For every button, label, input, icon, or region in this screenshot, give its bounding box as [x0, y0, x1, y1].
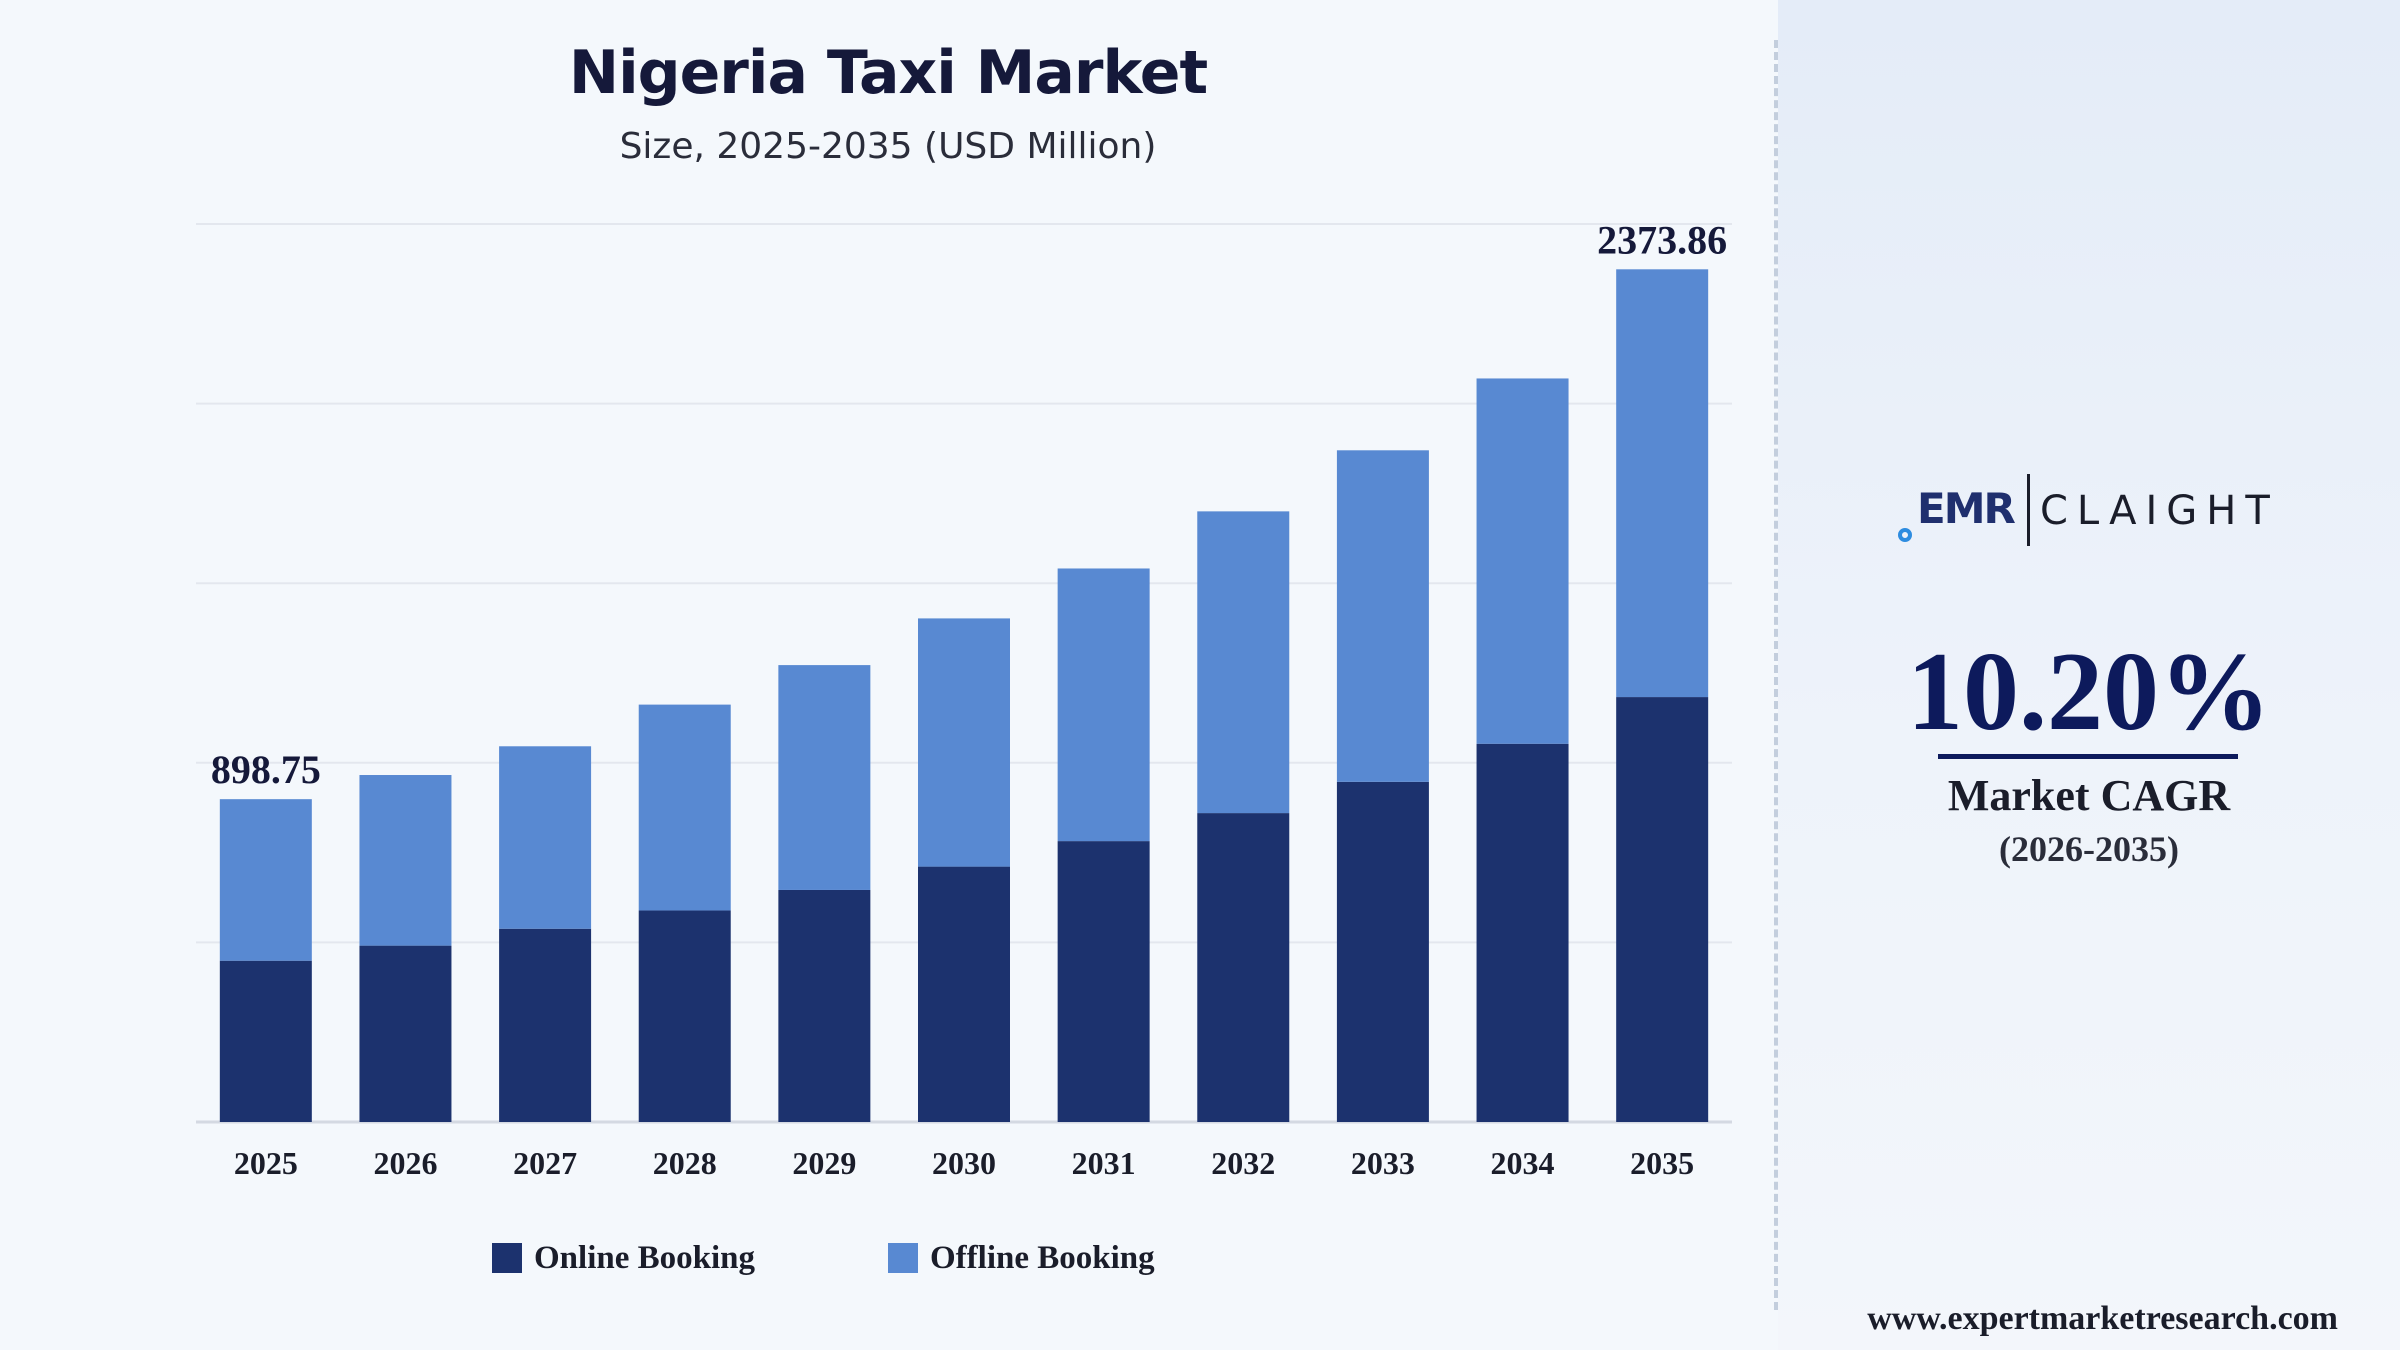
x-tick-label: 2031 — [1072, 1145, 1136, 1181]
bar-offline-2028 — [638, 704, 731, 911]
legend-item-offline-booking: Offline Booking — [888, 1238, 1155, 1278]
logo-dot-icon — [1898, 528, 1912, 542]
bar-offline-2032 — [1197, 511, 1290, 814]
data-label: 898.75 — [211, 747, 321, 792]
data-label: 2373.86 — [1597, 217, 1727, 262]
x-tick-label: 2026 — [373, 1145, 437, 1181]
legend-label-online-booking: Online Booking — [534, 1239, 755, 1276]
bar-online-2032 — [1197, 813, 1290, 1122]
legend-label-offline-booking: Offline Booking — [930, 1239, 1155, 1276]
chart-area: Nigeria Taxi Market Size, 2025-2035 (USD… — [196, 38, 1732, 1278]
x-tick-label: 2030 — [932, 1145, 996, 1181]
chart-title: Nigeria Taxi Market — [568, 38, 1208, 108]
side-panel — [1778, 0, 2400, 1350]
bar-offline-2027 — [499, 746, 592, 929]
logo-separator — [2027, 474, 2030, 546]
bar-online-2027 — [499, 928, 592, 1122]
logo-emr: EMR — [1917, 484, 2016, 533]
bar-offline-2034 — [1476, 378, 1569, 744]
bar-online-2030 — [918, 866, 1010, 1122]
bar-online-2033 — [1336, 781, 1429, 1122]
cagr-label: Market CAGR — [1947, 771, 2231, 820]
panel-divider — [1774, 40, 1778, 1310]
bar-online-2035 — [1616, 697, 1709, 1122]
x-tick-label: 2033 — [1351, 1145, 1415, 1181]
cagr-value: 10.20% — [1907, 630, 2271, 754]
cagr-underline — [1938, 754, 2238, 759]
chart-subtitle: Size, 2025-2035 (USD Million) — [619, 126, 1157, 167]
x-tick-label: 2028 — [653, 1145, 717, 1181]
x-tick-label: 2029 — [792, 1145, 856, 1181]
bar-offline-2030 — [918, 618, 1010, 867]
bar-offline-2025 — [219, 799, 312, 961]
x-tick-label: 2025 — [234, 1145, 298, 1181]
bar-online-2028 — [638, 910, 731, 1122]
x-tick-label: 2027 — [513, 1145, 577, 1181]
bar-offline-2035 — [1616, 269, 1709, 698]
legend-item-online-booking: Online Booking — [492, 1238, 755, 1278]
x-tick-label: 2034 — [1491, 1145, 1555, 1181]
bar-offline-2026 — [359, 775, 452, 946]
bar-online-2025 — [219, 960, 312, 1122]
logo-claight: CLAIGHT — [2040, 488, 2279, 534]
x-tick-label: 2035 — [1630, 1145, 1694, 1181]
bar-online-2031 — [1057, 841, 1150, 1122]
bar-online-2026 — [359, 945, 452, 1122]
bar-offline-2031 — [1057, 568, 1150, 842]
bar-chart: 2025 2026 2027 2028 2029 2030 2031 2032 2033 2034… — [196, 217, 1732, 1181]
legend-swatch-online-booking — [492, 1243, 522, 1273]
legend-swatch-offline-booking — [888, 1243, 918, 1273]
bar-online-2034 — [1476, 743, 1569, 1122]
bar-offline-2029 — [778, 665, 871, 890]
bar-offline-2033 — [1336, 450, 1429, 782]
bar-online-2029 — [778, 889, 871, 1122]
cagr-period: (2026-2035) — [1999, 829, 2179, 869]
website-url[interactable]: www.expertmarketresearch.com — [1867, 1300, 2338, 1337]
x-tick-label: 2032 — [1211, 1145, 1275, 1181]
